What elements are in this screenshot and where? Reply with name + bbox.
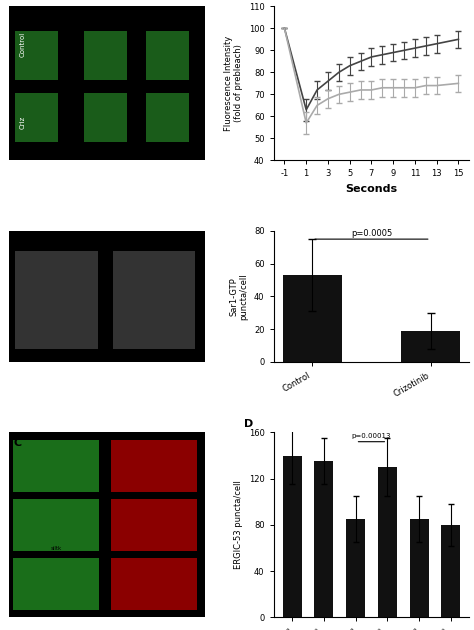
- Text: B: B: [13, 238, 22, 248]
- FancyBboxPatch shape: [13, 499, 100, 551]
- Bar: [346, 519, 365, 617]
- Bar: [283, 455, 301, 617]
- Text: A: A: [13, 14, 22, 24]
- Text: D: D: [244, 419, 254, 429]
- Text: Control: Control: [19, 32, 25, 57]
- FancyBboxPatch shape: [113, 251, 195, 349]
- Bar: [441, 525, 460, 617]
- FancyBboxPatch shape: [15, 93, 58, 142]
- Text: ERGIC-53: ERGIC-53: [141, 492, 167, 497]
- Text: Sec12-wt: Sec12-wt: [44, 433, 69, 438]
- Text: Control: Control: [46, 350, 71, 357]
- Text: p=0.00013: p=0.00013: [352, 433, 391, 439]
- FancyBboxPatch shape: [111, 499, 197, 551]
- Text: A: A: [107, 14, 118, 28]
- Bar: [283, 275, 342, 362]
- Bar: [378, 467, 397, 617]
- FancyBboxPatch shape: [146, 93, 190, 142]
- FancyBboxPatch shape: [15, 251, 98, 349]
- Y-axis label: Fluorescence Intensity
(fold of prebleach): Fluorescence Intensity (fold of prebleac…: [224, 36, 243, 131]
- Bar: [401, 331, 460, 362]
- Text: Sec12-Y10F: Sec12-Y10F: [41, 492, 72, 497]
- Bar: [410, 519, 428, 617]
- Text: ERGIC-53: ERGIC-53: [141, 433, 167, 438]
- Text: C: C: [13, 438, 21, 448]
- Y-axis label: ERGIC-53 puncta/cell: ERGIC-53 puncta/cell: [234, 481, 243, 570]
- Y-axis label: Sar1-GTP
puncta/cell: Sar1-GTP puncta/cell: [229, 273, 248, 320]
- FancyBboxPatch shape: [111, 558, 197, 610]
- FancyBboxPatch shape: [146, 31, 190, 80]
- FancyBboxPatch shape: [84, 93, 127, 142]
- X-axis label: Seconds: Seconds: [346, 184, 398, 194]
- Text: Criz: Criz: [19, 115, 25, 129]
- Text: Crizotinib: Crizotinib: [140, 350, 173, 357]
- Text: p=0.0005: p=0.0005: [351, 229, 392, 238]
- FancyBboxPatch shape: [13, 440, 100, 491]
- Bar: [314, 461, 333, 617]
- FancyBboxPatch shape: [84, 31, 127, 80]
- Text: siltk
Sec12-Y10F: siltk Sec12-Y10F: [41, 546, 72, 556]
- FancyBboxPatch shape: [15, 31, 58, 80]
- FancyBboxPatch shape: [111, 440, 197, 491]
- FancyBboxPatch shape: [13, 558, 100, 610]
